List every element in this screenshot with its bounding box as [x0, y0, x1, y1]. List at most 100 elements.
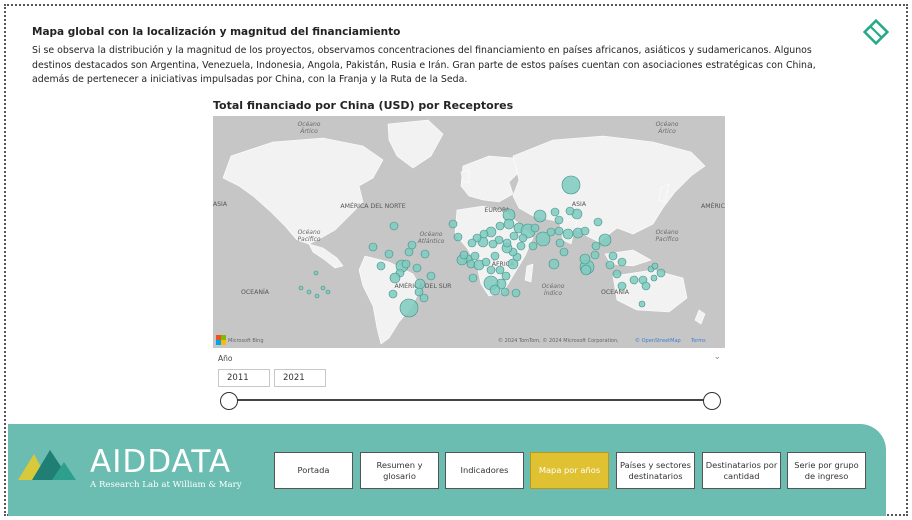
attribution-osm-link[interactable]: © OpenStreetMap — [635, 337, 681, 344]
country-bubble[interactable] — [481, 257, 491, 267]
country-bubble[interactable] — [656, 268, 666, 278]
country-bubble[interactable] — [314, 293, 320, 299]
chevron-down-icon[interactable]: ⌄ — [713, 352, 721, 362]
country-bubble[interactable] — [412, 263, 422, 273]
country-bubble[interactable] — [562, 228, 574, 240]
country-bubble[interactable] — [468, 273, 478, 283]
bubble-layer[interactable] — [298, 175, 666, 318]
country-bubble[interactable] — [453, 232, 463, 242]
end-year-input[interactable]: 2021 — [274, 369, 326, 387]
country-bubble[interactable] — [500, 287, 510, 297]
country-bubble[interactable] — [638, 300, 646, 308]
country-bubble[interactable] — [650, 274, 658, 282]
nav-button-indicadores[interactable]: Indicadores — [445, 452, 524, 489]
slider-track[interactable] — [229, 399, 713, 401]
start-year-input[interactable]: 2011 — [218, 369, 270, 387]
country-bubble[interactable] — [580, 264, 592, 276]
country-bubble[interactable] — [494, 235, 504, 245]
label-oceano-atlantico: Océano — [420, 231, 443, 238]
country-bubble[interactable] — [313, 270, 319, 276]
label-oceano-artico-1b: Ártico — [299, 128, 318, 135]
country-bubble[interactable] — [389, 272, 401, 284]
country-bubble[interactable] — [298, 285, 304, 291]
country-bubble[interactable] — [518, 233, 528, 243]
country-bubble[interactable] — [501, 271, 511, 281]
country-bubble[interactable] — [420, 249, 430, 259]
country-bubble[interactable] — [548, 258, 560, 270]
country-bubble[interactable] — [495, 265, 505, 275]
country-bubble[interactable] — [488, 239, 498, 249]
country-bubble[interactable] — [426, 271, 436, 281]
country-bubble[interactable] — [489, 284, 501, 296]
country-bubble[interactable] — [368, 242, 378, 252]
label-oceano-artico-2: Océano — [656, 121, 679, 128]
country-bubble[interactable] — [376, 261, 386, 271]
country-bubble[interactable] — [651, 262, 659, 270]
country-bubble[interactable] — [598, 233, 612, 247]
country-bubble[interactable] — [561, 175, 581, 195]
country-bubble[interactable] — [629, 275, 639, 285]
country-bubble[interactable] — [419, 293, 429, 303]
country-bubble[interactable] — [617, 257, 627, 267]
country-bubble[interactable] — [579, 253, 591, 265]
country-bubble[interactable] — [593, 217, 603, 227]
country-bubble[interactable] — [565, 206, 575, 216]
country-bubble[interactable] — [306, 289, 312, 295]
country-bubble[interactable] — [459, 250, 469, 260]
country-bubble[interactable] — [401, 259, 411, 269]
country-bubble[interactable] — [617, 281, 627, 291]
attribution-terms-link[interactable]: Terms — [690, 338, 706, 344]
country-bubble[interactable] — [479, 229, 489, 239]
nav-button-portada[interactable]: Portada — [274, 452, 353, 489]
country-bubble[interactable] — [535, 231, 551, 247]
country-bubble[interactable] — [590, 250, 600, 260]
country-bubble[interactable] — [605, 260, 615, 270]
country-bubble[interactable] — [608, 251, 618, 261]
country-bubble[interactable] — [533, 209, 547, 223]
nav-button-destinatarios-cantidad[interactable]: Destinatarios por cantidad — [702, 452, 781, 489]
country-bubble[interactable] — [511, 288, 521, 298]
diamond-tag-icon[interactable] — [862, 18, 890, 46]
bubble-map[interactable]: Océano Ártico Océano Ártico Océano Pacíf… — [213, 116, 725, 348]
country-bubble[interactable] — [554, 215, 564, 225]
country-bubble[interactable] — [559, 247, 569, 257]
country-bubble[interactable] — [495, 221, 505, 231]
country-bubble[interactable] — [448, 219, 458, 229]
country-bubble[interactable] — [641, 281, 651, 291]
country-bubble[interactable] — [612, 269, 622, 279]
country-bubble[interactable] — [530, 223, 540, 233]
year-slicer[interactable]: Año ⌄ 2011 2021 — [213, 352, 725, 412]
country-bubble[interactable] — [509, 231, 519, 241]
country-bubble[interactable] — [591, 241, 601, 251]
country-bubble[interactable] — [388, 289, 398, 299]
country-bubble[interactable] — [502, 238, 512, 248]
nav-button-resumen-glosario[interactable]: Resumen y glosario — [360, 452, 439, 489]
country-bubble[interactable] — [486, 265, 496, 275]
country-bubble[interactable] — [550, 207, 560, 217]
country-bubble[interactable] — [467, 238, 477, 248]
country-bubble[interactable] — [414, 278, 426, 290]
country-bubble[interactable] — [325, 289, 331, 295]
country-bubble[interactable] — [320, 285, 326, 291]
country-bubble[interactable] — [407, 240, 417, 250]
country-bubble[interactable] — [503, 218, 515, 230]
country-bubble[interactable] — [516, 241, 526, 251]
country-bubble[interactable] — [507, 258, 519, 270]
slider-handle-end[interactable] — [703, 392, 721, 410]
attribution-copyright: © 2024 TomTom, © 2024 Microsoft Corporat… — [498, 337, 619, 344]
country-bubble[interactable] — [554, 226, 564, 236]
country-bubble[interactable] — [399, 298, 419, 318]
country-bubble[interactable] — [384, 249, 394, 259]
nav-button-paises-sectores[interactable]: Países y sectores destinatarios — [616, 452, 695, 489]
country-bubble[interactable] — [490, 251, 500, 261]
country-bubble[interactable] — [528, 241, 538, 251]
nav-button-serie-grupo-ingreso[interactable]: Serie por grupo de ingreso — [787, 452, 866, 489]
slider-handle-start[interactable] — [220, 392, 238, 410]
country-bubble[interactable] — [414, 287, 424, 297]
country-bubble[interactable] — [389, 221, 399, 231]
country-bubble[interactable] — [555, 238, 565, 248]
country-bubble[interactable] — [546, 227, 556, 237]
label-oceano-pacifico-1: Océano — [298, 229, 321, 236]
nav-button-mapa-por-anos[interactable]: Mapa por años — [530, 452, 609, 489]
country-bubble[interactable] — [580, 226, 590, 236]
